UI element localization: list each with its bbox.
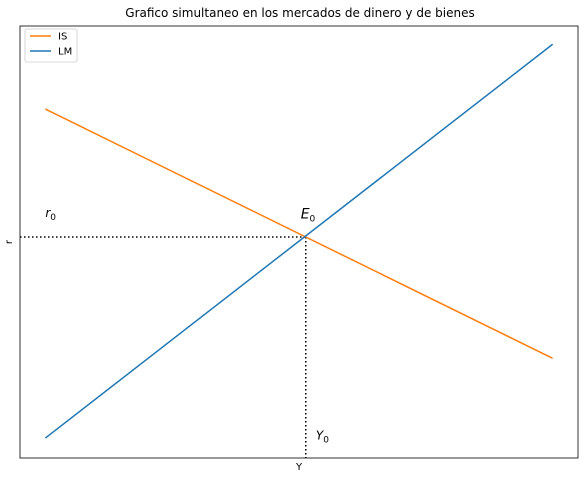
series-line-is	[45, 108, 553, 359]
plot-frame	[19, 25, 579, 459]
y-axis-label: r	[4, 239, 15, 244]
series-layer	[44, 43, 554, 439]
legend: IS LM	[24, 28, 78, 63]
series-line-lm	[44, 43, 554, 439]
equilibrium-guides	[20, 236, 307, 458]
annotations: r0 E0 Y0	[45, 206, 329, 446]
annotation-e0: E0	[301, 207, 316, 225]
annotation-y0: Y0	[316, 429, 329, 446]
legend-label-is: IS	[58, 32, 67, 43]
annotation-r0: r0	[45, 206, 56, 223]
legend-box	[24, 28, 78, 63]
chart-title: Grafico simultaneo en los mercados de di…	[125, 6, 474, 20]
x-axis-label: Y	[295, 462, 303, 473]
legend-label-lm: LM	[58, 47, 72, 58]
